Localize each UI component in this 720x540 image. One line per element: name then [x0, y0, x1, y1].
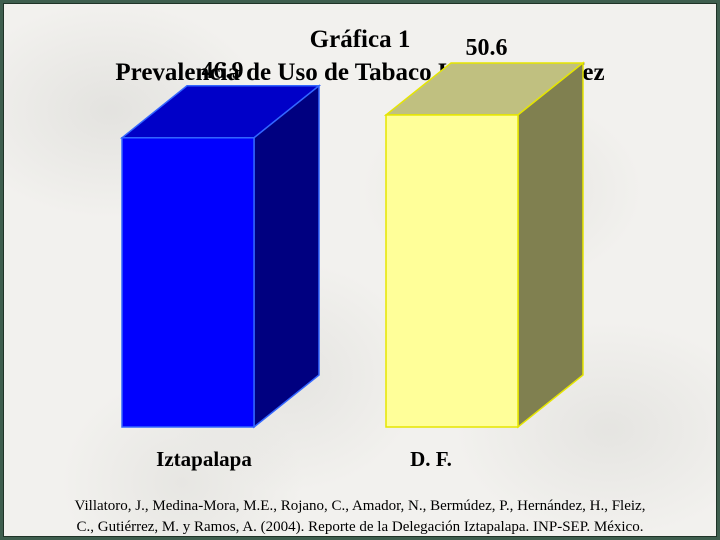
bar-front-face: [121, 137, 255, 428]
source-citation: Villatoro, J., Medina-Mora, M.E., Rojano…: [4, 496, 716, 538]
bar-chart: 46.9 Iztapalapa 50.6 D. F.: [119, 35, 586, 471]
data-label-iztapalapa: 46.9: [202, 58, 244, 84]
bar-d-f: [383, 61, 586, 429]
bar-side-face: [253, 84, 320, 429]
source-line-2: C., Gutiérrez, M. y Ramos, A. (2004). Re…: [76, 519, 644, 535]
bar-iztapalapa: [119, 84, 322, 429]
category-label-d-f: D. F.: [410, 447, 452, 471]
slide: Gráfica 1 Prevalencia de Uso de Tabaco U…: [3, 3, 717, 537]
bar-front-face: [385, 114, 519, 428]
data-label-d-f: 50.6: [466, 35, 508, 61]
bar-side-face: [517, 61, 584, 429]
source-line-1: Villatoro, J., Medina-Mora, M.E., Rojano…: [74, 498, 646, 514]
chart-title: Gráfica 1: [309, 26, 411, 53]
category-label-iztapalapa: Iztapalapa: [156, 447, 252, 471]
